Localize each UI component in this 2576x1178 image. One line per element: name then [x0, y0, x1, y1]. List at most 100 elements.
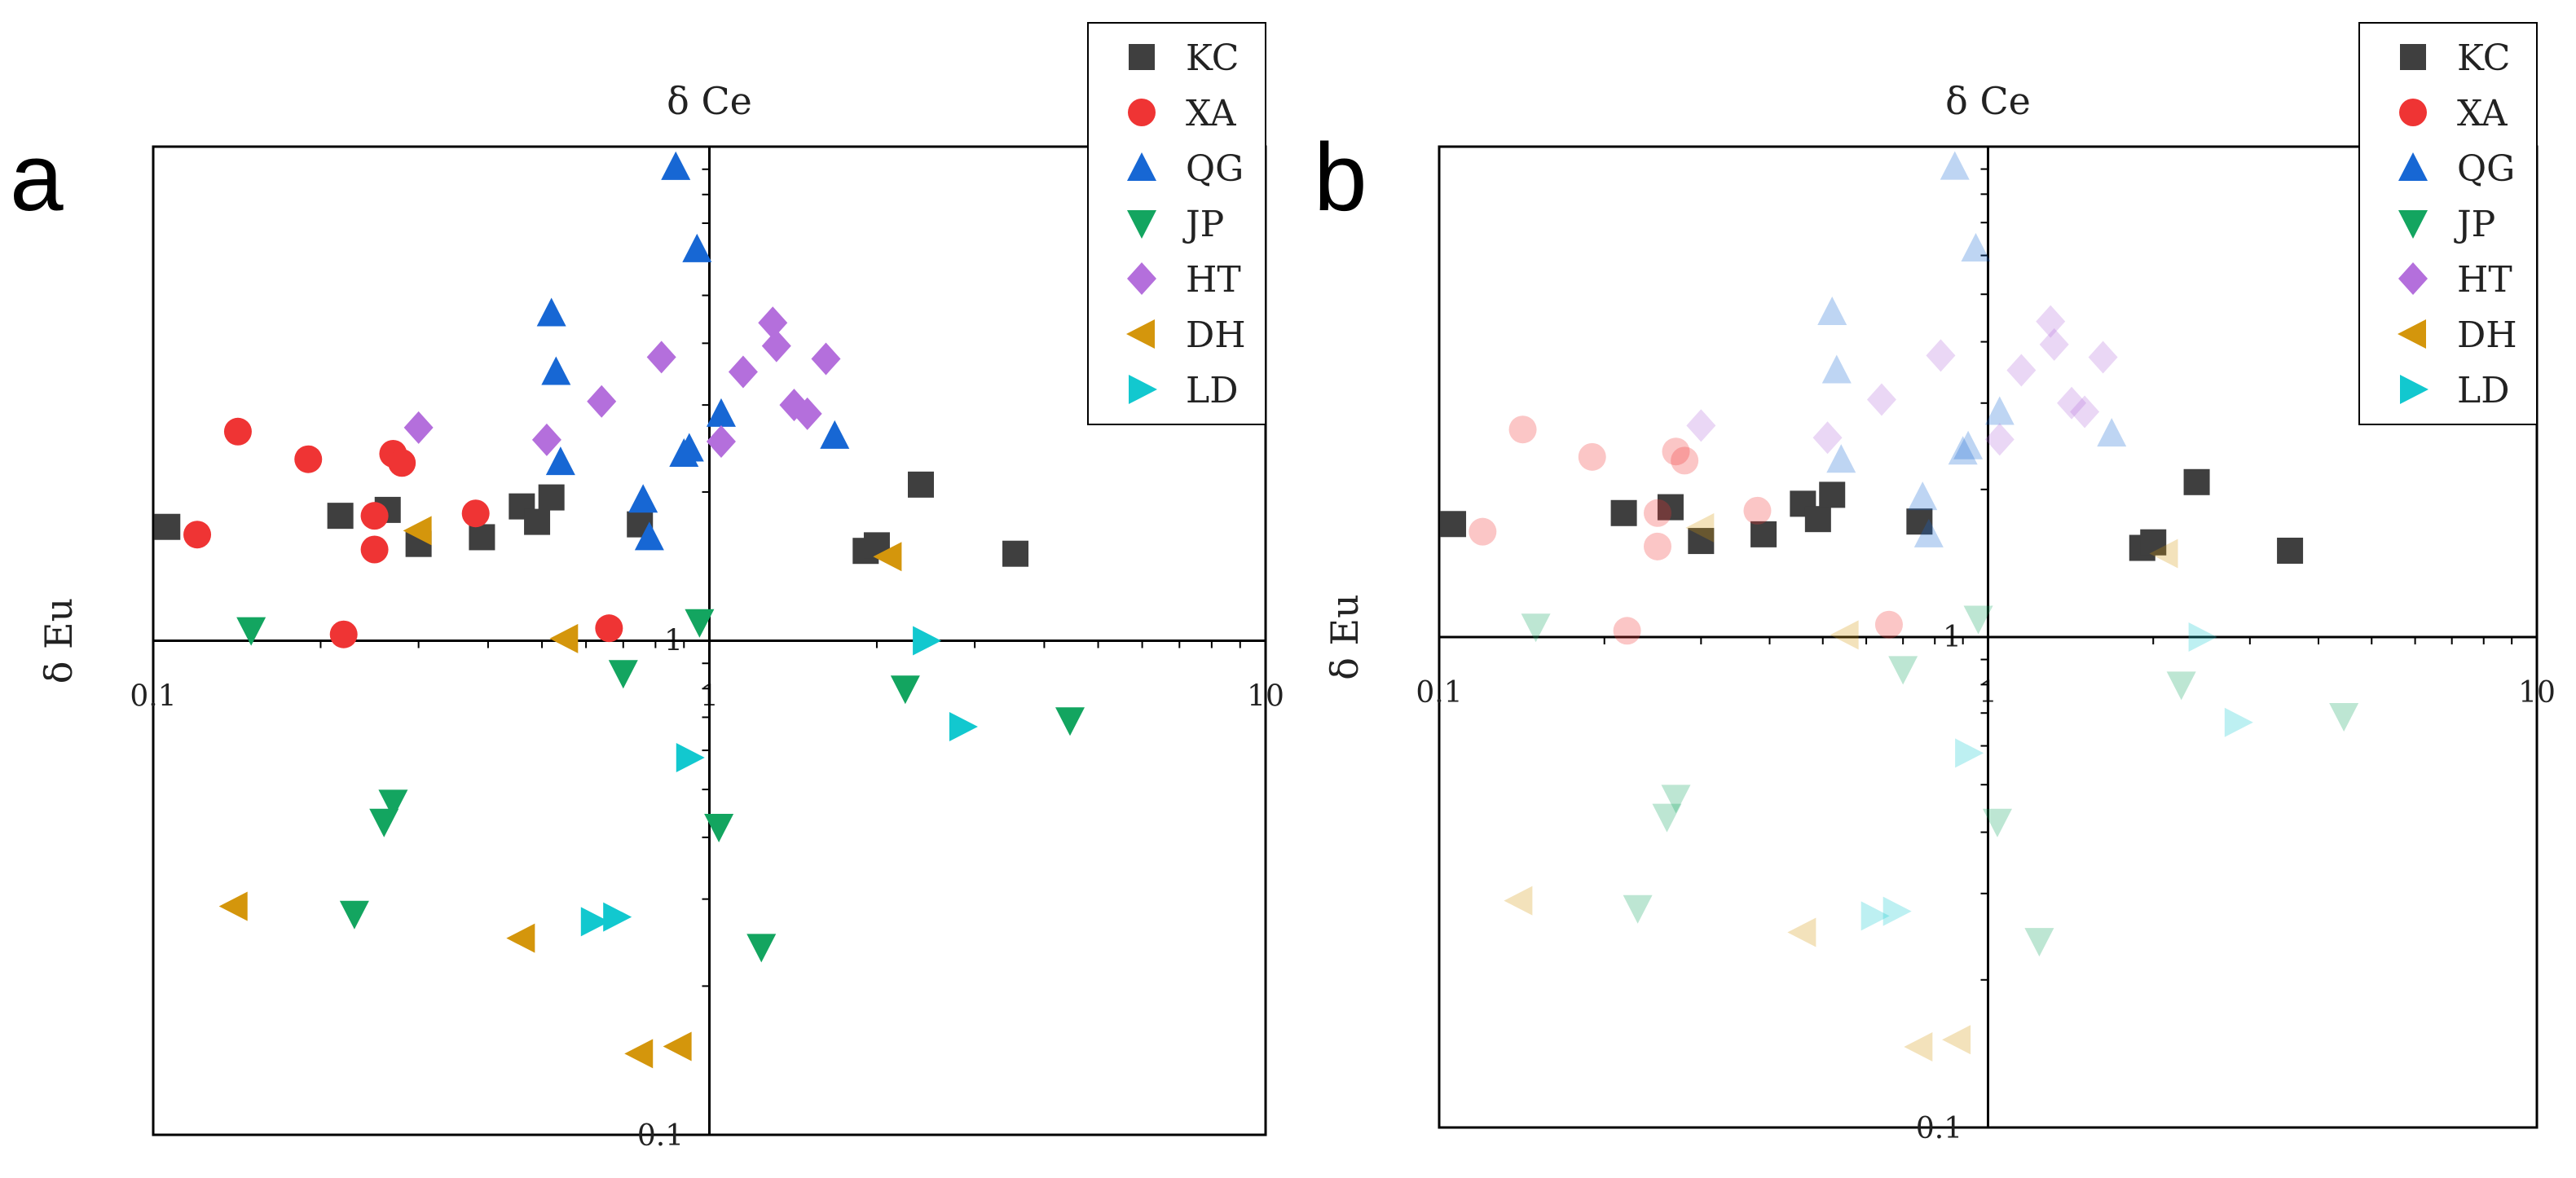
legend-label-xa: XA [2457, 93, 2508, 134]
legend-label-jp: JP [2454, 204, 2495, 245]
point-qg-5 [661, 151, 691, 180]
point-kc-7 [1819, 481, 1846, 508]
point-dh-1 [1685, 512, 1715, 543]
point-jp-5 [1963, 605, 1993, 635]
point-dh-0 [1504, 886, 1533, 916]
point-ht-4 [1984, 423, 2015, 456]
point-jp-8 [2166, 671, 2196, 701]
point-xa-5 [360, 502, 389, 530]
legend-box [2358, 22, 2538, 425]
point-kc-8 [1906, 508, 1933, 535]
point-xa-3 [329, 620, 358, 648]
point-xa-1 [1508, 415, 1537, 444]
series-kc [1440, 468, 2304, 564]
series-jp [236, 609, 1085, 963]
legend-marker-kc [2400, 44, 2426, 70]
legend-label-ht: HT [1186, 259, 1241, 301]
point-ht-0 [1686, 409, 1716, 442]
legend-label-dh: DH [2457, 314, 2517, 356]
point-ld-4 [2224, 707, 2253, 737]
point-qg-0 [1817, 297, 1847, 326]
point-xa-1 [223, 417, 252, 446]
point-jp-2 [378, 789, 408, 819]
point-qg-0 [536, 297, 566, 327]
legend-marker-ld [2400, 375, 2428, 404]
legend-label-kc: KC [1186, 37, 1239, 79]
point-qg-10 [820, 420, 850, 449]
y-tick-label-0.1: 0.1 [637, 1119, 684, 1153]
point-ht-8 [2057, 386, 2087, 420]
point-kc-7 [538, 484, 565, 511]
point-kc-12 [1002, 540, 1029, 567]
point-dh-4 [624, 1039, 654, 1069]
point-dh-5 [1942, 1025, 1971, 1055]
point-xa-2 [1578, 442, 1606, 471]
point-jp-7 [746, 934, 777, 963]
series-ld [1860, 622, 2253, 931]
point-qg-8 [682, 233, 712, 262]
panel-b: b δ Ce δ Eu 0.1 1 10 0.1 1 KCXAQGJPHTDHL… [1314, 22, 2556, 1145]
point-ht-9 [2070, 395, 2100, 429]
point-qg-9 [706, 398, 736, 427]
point-kc-11 [2183, 468, 2210, 495]
point-dh-1 [403, 516, 432, 546]
point-ht-4 [706, 425, 736, 459]
point-jp-3 [339, 900, 369, 930]
point-xa-4 [360, 535, 389, 564]
point-ht-6 [2036, 305, 2066, 338]
point-qg-1 [1821, 354, 1852, 384]
point-kc-1 [327, 503, 354, 530]
panel-letter: a [10, 124, 64, 231]
series-dh [218, 516, 902, 1069]
x-tick-label-10: 10 [1247, 680, 1284, 714]
point-kc-2 [1657, 494, 1684, 521]
point-kc-12 [2277, 537, 2304, 564]
legend-marker-kc [1129, 44, 1155, 70]
point-dh-4 [1904, 1032, 1933, 1062]
legend-label-qg: QG [2457, 148, 2515, 190]
point-ld-0 [1860, 901, 1890, 931]
series-xa [1469, 415, 1903, 645]
point-qg-4 [1913, 518, 1944, 547]
point-qg-1 [541, 356, 571, 385]
point-jp-0 [236, 617, 266, 646]
point-qg-2 [545, 446, 575, 476]
x-tick-label-10: 10 [2518, 676, 2556, 710]
legend-label-qg: QG [1186, 148, 1244, 190]
legend-marker-qg [1127, 152, 1156, 181]
y-tick-label-0.1: 0.1 [1916, 1112, 1962, 1145]
series-qg [536, 151, 850, 551]
legend-label-xa: XA [1186, 93, 1237, 134]
point-jp-4 [608, 660, 638, 689]
point-kc-0 [154, 513, 181, 540]
point-ht-5 [728, 355, 758, 389]
point-ld-3 [913, 626, 942, 656]
legend-marker-qg [2398, 152, 2428, 181]
series-ld [580, 626, 978, 937]
point-jp-1 [369, 808, 399, 837]
point-xa-2 [294, 445, 323, 473]
point-qg-5 [1940, 151, 1970, 180]
point-ld-1 [603, 902, 632, 932]
point-xa-4 [1644, 532, 1672, 560]
point-ld-0 [580, 907, 610, 937]
legend-marker-dh [1126, 319, 1155, 349]
x-tick-label-0.1: 0.1 [130, 680, 176, 714]
point-jp-3 [1623, 894, 1653, 924]
series-qg [1817, 151, 2127, 547]
series-ht [403, 306, 841, 459]
point-qg-7 [1953, 430, 1984, 459]
point-qg-9 [1984, 396, 2015, 425]
point-kc-6 [524, 508, 551, 535]
legend-marker-xa [1128, 99, 1156, 126]
point-dh-0 [218, 891, 248, 921]
point-xa-7 [1671, 446, 1699, 475]
point-dh-3 [549, 623, 579, 653]
point-kc-10 [2140, 529, 2167, 556]
legend-marker-xa [2399, 99, 2427, 126]
point-qg-3 [1908, 481, 1938, 511]
point-ht-9 [792, 397, 822, 430]
point-ld-4 [949, 711, 978, 741]
